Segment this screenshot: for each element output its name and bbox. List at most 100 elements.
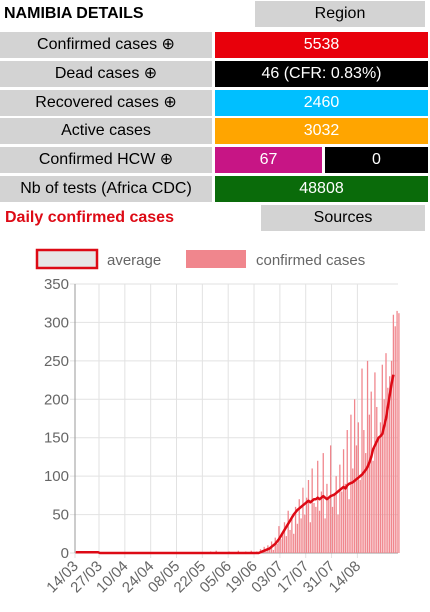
bar (342, 449, 345, 553)
bar (377, 437, 380, 553)
bar (300, 518, 302, 553)
bar (309, 522, 311, 553)
bar (337, 514, 339, 553)
y-tick-label: 150 (44, 430, 69, 447)
legend-swatch (186, 250, 246, 268)
bar (289, 529, 291, 553)
bar (346, 430, 348, 553)
bar (322, 453, 324, 553)
y-tick-label: 350 (44, 276, 69, 293)
bar (281, 531, 284, 553)
bar (398, 313, 400, 553)
bar (381, 364, 383, 553)
legend-swatch (35, 248, 99, 270)
bar (318, 510, 321, 553)
row-value: 5538 (215, 32, 428, 58)
bar (283, 522, 286, 553)
bar (296, 523, 299, 553)
row-label: Recovered cases ⊕ (0, 90, 212, 116)
row-value: 3032 (215, 118, 428, 144)
bar (370, 391, 372, 553)
bar (385, 353, 387, 553)
bar (311, 468, 313, 553)
bar (276, 543, 278, 553)
bar (317, 460, 319, 553)
line (75, 374, 395, 555)
bar (304, 514, 306, 553)
bar (348, 499, 350, 553)
y-tick-label: 200 (44, 391, 69, 408)
bar (379, 422, 382, 553)
bar (366, 360, 369, 553)
bar (333, 495, 335, 553)
sources-button[interactable]: Sources (261, 205, 425, 231)
bar (265, 551, 267, 553)
bar (352, 468, 354, 553)
row-label: Confirmed cases ⊕ (0, 32, 212, 58)
y-tick-label: 300 (44, 314, 69, 331)
legend-label: average (107, 252, 161, 269)
bar (305, 497, 308, 553)
bar (355, 445, 358, 553)
row-value: 46 (CFR: 0.83%) (215, 61, 428, 87)
chart: 05010015020025030035014/0327/0310/0424/0… (35, 248, 400, 596)
bar (329, 445, 332, 553)
row-value: 67 (215, 147, 322, 173)
y-tick-label: 250 (44, 353, 69, 370)
y-tick-label: 100 (44, 468, 69, 485)
bar (285, 536, 287, 553)
bar (344, 483, 347, 553)
region-button[interactable]: Region (255, 1, 425, 27)
bar (280, 539, 282, 553)
bar (328, 499, 330, 553)
row-label: Dead cases ⊕ (0, 61, 212, 87)
row-label: Active cases (0, 118, 212, 144)
bar (387, 387, 389, 553)
bar (374, 372, 376, 553)
bar (363, 430, 365, 553)
bar (291, 516, 293, 553)
bar (307, 479, 310, 553)
section-title: Daily confirmed cases (5, 209, 174, 226)
bar (313, 503, 315, 553)
bar (272, 549, 275, 553)
bar (396, 310, 398, 553)
legend-label: confirmed cases (256, 252, 365, 269)
bar (357, 422, 359, 553)
row-value: 48808 (215, 176, 428, 202)
bar (353, 399, 356, 553)
bar (294, 506, 297, 553)
bar (359, 479, 361, 553)
page-title: NAMIBIA DETAILS (4, 5, 144, 22)
bar (389, 376, 391, 553)
bar (339, 464, 341, 553)
y-tick-label: 0 (61, 545, 69, 562)
bar (361, 368, 363, 553)
bar (390, 360, 393, 553)
y-tick-label: 50 (52, 507, 69, 524)
bar (298, 499, 300, 553)
bar (331, 506, 334, 553)
bar (324, 518, 326, 553)
bar (376, 406, 378, 553)
bar (315, 506, 317, 553)
bar (269, 548, 271, 553)
bar (293, 533, 295, 553)
bar (365, 453, 367, 553)
row-label: Confirmed HCW ⊕ (0, 147, 212, 173)
row-value: 2460 (215, 90, 428, 116)
row-label: Nb of tests (Africa CDC) (0, 176, 212, 202)
bar (326, 483, 328, 553)
bar (368, 414, 371, 553)
bar (372, 460, 374, 553)
bar (392, 314, 395, 553)
bar (320, 491, 323, 553)
row-value: 0 (325, 147, 428, 173)
bar (287, 510, 289, 553)
bar (341, 491, 343, 553)
bar (302, 487, 304, 553)
bar (335, 476, 337, 553)
bar (394, 326, 396, 553)
bar (383, 399, 385, 553)
